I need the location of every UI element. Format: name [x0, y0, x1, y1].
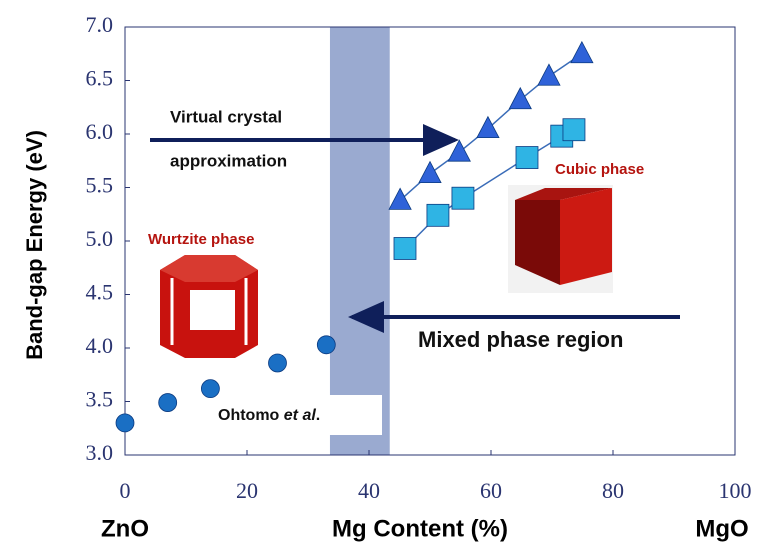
point [447, 139, 471, 162]
x-tick-label: 0 [120, 478, 131, 503]
y-tick-label: 6.5 [86, 66, 114, 91]
x-tick-label: 60 [480, 478, 502, 503]
y-tick-label: 4.5 [86, 280, 114, 305]
y-tick-label: 7.0 [86, 12, 114, 37]
point [476, 115, 500, 139]
point [426, 203, 450, 227]
y-tick-label: 3.0 [86, 440, 114, 465]
annotation: Virtual crystal [170, 107, 282, 126]
point [268, 353, 287, 373]
annotation-part: Ohtomo [218, 407, 284, 424]
y-tick-label: 6.0 [86, 119, 114, 144]
x-tick-label: 20 [236, 478, 258, 503]
point [537, 63, 561, 86]
cube-icon [508, 185, 613, 293]
y-tick-label: 3.5 [86, 387, 114, 412]
point [570, 40, 594, 64]
point [115, 413, 135, 433]
x-tick-label: 100 [719, 478, 752, 503]
shaded-region [329, 27, 390, 455]
point [200, 379, 220, 399]
point [508, 86, 532, 110]
point [418, 160, 442, 183]
point [393, 237, 417, 260]
annotation: Ohtomo et al. [218, 407, 320, 424]
label-box [200, 395, 382, 435]
point [158, 393, 178, 412]
y-tick-label: 5.0 [86, 226, 114, 251]
y-tick-label: 5.5 [86, 173, 114, 198]
x-axis-label: Mg Content (%) [332, 515, 508, 542]
y-axis-label: Band-gap Energy (eV) [22, 130, 47, 360]
point [451, 186, 475, 210]
annotation-part: . [316, 407, 320, 424]
annotation: Wurtzite phase [148, 231, 254, 248]
point [562, 118, 586, 142]
annotation: approximation [170, 151, 287, 170]
annotation: Cubic phase [555, 161, 644, 178]
point [316, 335, 336, 355]
x-tick-label: 80 [602, 478, 624, 503]
x-end-label: MgO [695, 515, 748, 542]
y-tick-label: 4.0 [86, 333, 114, 358]
x-tick-label: 40 [358, 478, 380, 503]
annotation-part: et al [284, 407, 317, 424]
point [515, 146, 539, 169]
annotation: Mixed phase region [418, 327, 623, 352]
x-end-label: ZnO [101, 515, 149, 542]
background [124, 26, 736, 456]
wurtzite-icon [160, 255, 258, 358]
point [388, 187, 412, 210]
